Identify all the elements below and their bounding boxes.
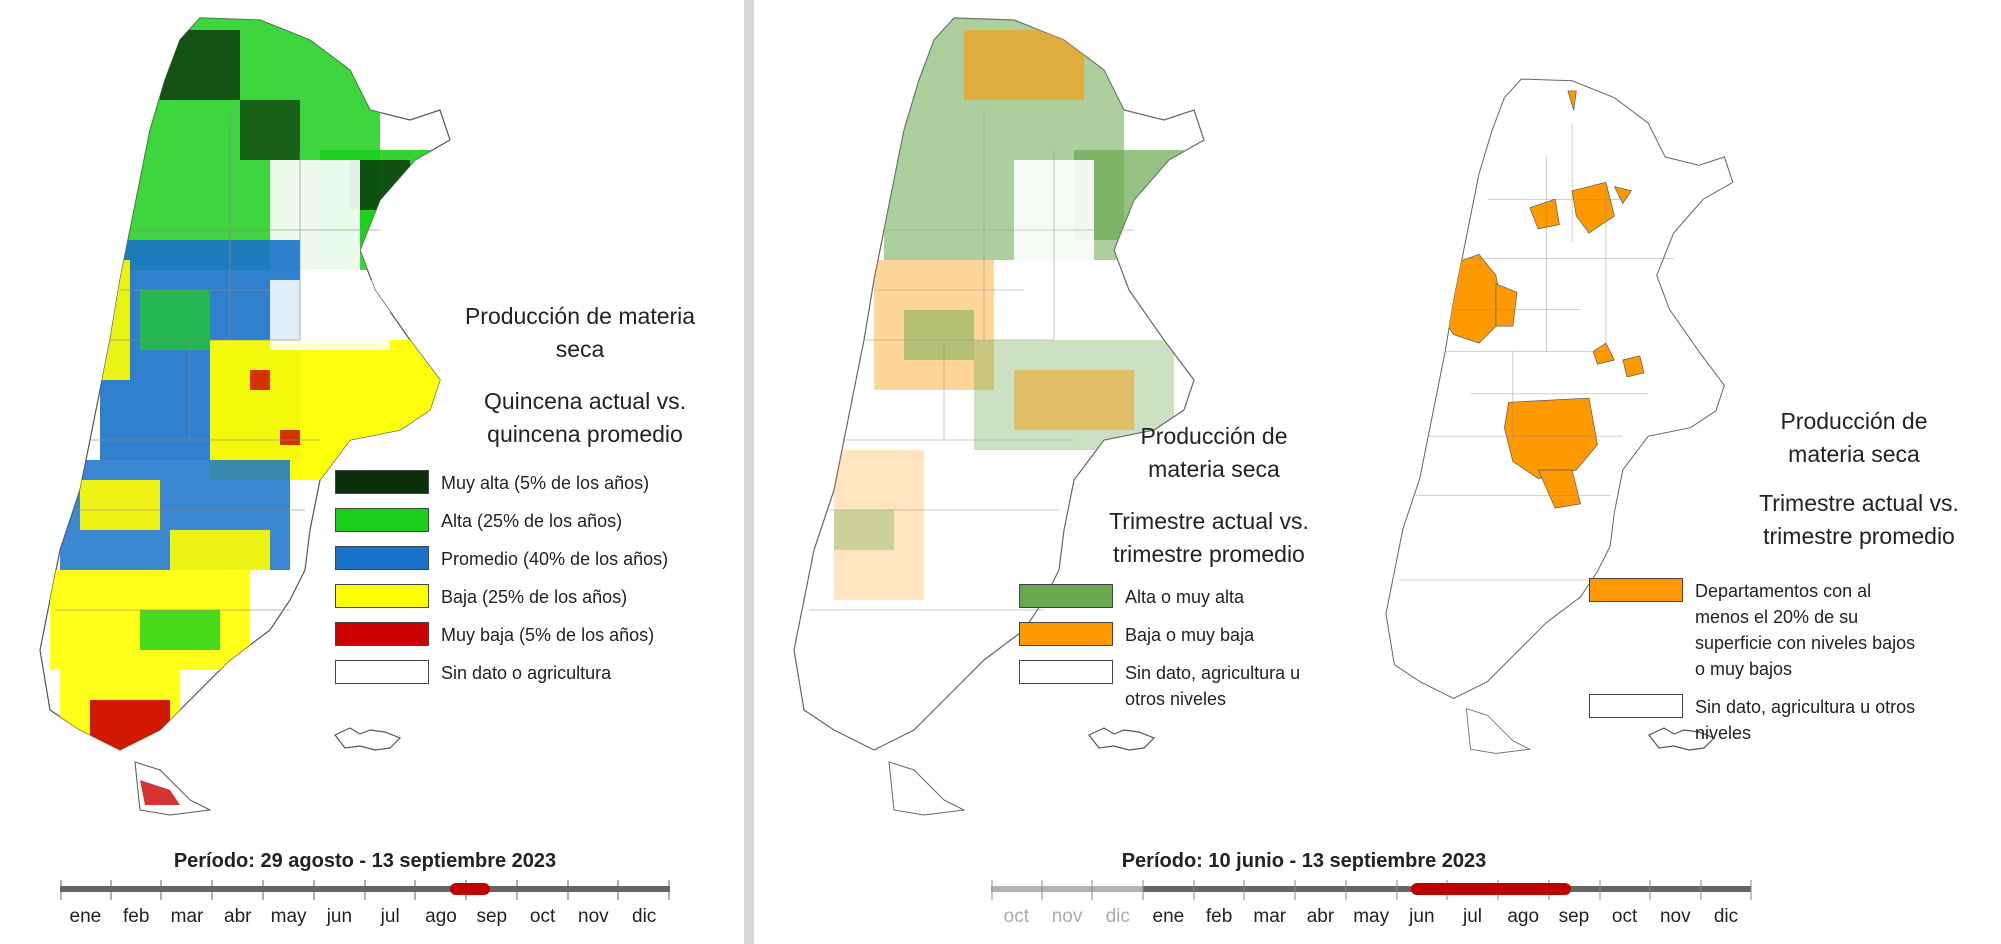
title-line-2: materia seca [1788,441,1920,467]
month-label: feb [122,906,150,927]
legend-swatch [1589,578,1683,602]
subtitle-line-1: Trimestre actual vs. [1109,508,1309,534]
month-label: jun [1409,906,1435,927]
title-line-1: Producción de [1780,408,1928,434]
legend-swatch [1589,694,1683,718]
legend-label: Departamentos con al menos el 20% de su … [1695,581,1916,679]
legend-swatch [1019,622,1113,646]
legend-swatch [1019,584,1113,608]
subtitle-line-1: Trimestre actual vs. [1759,490,1959,516]
month-label: abr [1306,906,1335,927]
subtitle-line-2: trimestre promedio [1763,523,1955,549]
map-title-right: Producción de materia seca [1734,405,1974,471]
legend-swatch [335,584,429,608]
legend-swatch [335,660,429,684]
month-label: oct [529,906,556,927]
legend-item: Sin dato o agricultura [335,660,695,686]
legend-item: Promedio (40% de los años) [335,546,695,572]
month-labels-right: oct nov dic ene feb mar abr may jun jul … [991,906,1752,928]
legend-item: Departamentos con al menos el 20% de su … [1589,578,1929,682]
map-subtitle-left: Quincena actual vs. quincena promedio [455,385,715,451]
left-panel: Producción de materia seca Quincena actu… [0,0,740,944]
legend-label: Muy alta (5% de los años) [441,473,650,493]
legend-item: Sin dato, agricultura u otros niveles [1589,694,1929,746]
timeline-right [991,880,1752,900]
legend-right: Departamentos con al menos el 20% de su … [1589,578,1929,758]
month-label: abr [224,906,252,927]
legend-item: Muy baja (5% de los años) [335,622,695,648]
month-label-prev: nov [1051,906,1083,927]
month-label: may [1353,906,1390,927]
title-line-2: seca [555,336,605,362]
subtitle-line-1: Quincena actual vs. [483,388,686,414]
map-subtitle-right: Trimestre actual vs. trimestre promedio [1739,487,1979,553]
legend-item: Muy alta (5% de los años) [335,470,695,496]
legend-item: Sin dato, agricultura u otros niveles [1019,660,1339,712]
timeline-period-marker [450,883,490,895]
right-panel: Producción de materia seca Trimestre act… [754,0,2001,944]
malvinas-islands [1648,727,1716,751]
legend-item: Baja (25% de los años) [335,584,695,610]
map-subtitle-middle: Trimestre actual vs. trimestre promedio [1089,505,1329,571]
month-label: dic [1713,906,1739,927]
month-label: nov [1659,906,1691,927]
legend-left: Muy alta (5% de los años) Alta (25% de l… [335,470,695,698]
legend-label: Sin dato, agricultura u otros niveles [1125,663,1301,709]
month-label: ene [69,906,102,927]
month-label-prev: dic [1105,906,1130,927]
legend-swatch [335,470,429,494]
legend-label: Sin dato o agricultura [441,663,612,683]
timeline-left [60,880,670,900]
panel-divider [744,0,754,944]
month-label: feb [1205,906,1233,927]
legend-label: Alta (25% de los años) [441,511,623,531]
month-label: ago [1507,906,1540,927]
period-label-left: Período: 29 agosto - 13 septiembre 2023 [173,850,557,872]
map-departamentos [1385,78,1734,754]
legend-label: Muy baja (5% de los años) [441,625,655,645]
legend-label: Alta o muy alta [1125,587,1245,607]
month-label: ene [1152,906,1185,927]
legend-swatch [335,622,429,646]
legend-swatch [1019,660,1113,684]
month-label: dic [632,906,657,927]
malvinas-islands [334,727,402,751]
month-label: jun [326,906,353,927]
legend-item: Alta o muy alta [1019,584,1339,610]
month-label: mar [170,906,204,927]
month-label-prev: oct [1003,906,1030,927]
map-quincena [39,17,451,816]
timeline-period-marker [1411,883,1571,895]
legend-label: Promedio (40% de los años) [441,549,669,569]
subtitle-line-2: quincena promedio [487,421,683,447]
month-label: nov [578,906,609,927]
month-label: may [270,906,307,927]
title-line-2: materia seca [1148,456,1280,482]
legend-swatch [335,508,429,532]
title-line-1: Producción de materia [464,303,696,329]
month-labels-left: ene feb mar abr may jun jul ago sep oct … [60,906,670,928]
legend-item: Alta (25% de los años) [335,508,695,534]
legend-label: Baja o muy baja [1125,625,1255,645]
month-label: ago [425,906,457,927]
legend-label: Sin dato, agricultura u otros niveles [1695,697,1916,743]
period-label-right: Período: 10 junio - 13 septiembre 2023 [1121,850,1487,872]
month-label: jul [380,906,400,927]
legend-middle: Alta o muy alta Baja o muy baja Sin dato… [1019,584,1339,724]
month-label: jul [1463,906,1483,927]
title-line-1: Producción de [1140,423,1288,449]
map-title-middle: Producción de materia seca [1094,420,1334,486]
malvinas-islands [1088,727,1156,751]
month-label: sep [476,906,508,927]
legend-label: Baja (25% de los años) [441,587,628,607]
legend-swatch [335,546,429,570]
map-title-left: Producción de materia seca [440,300,720,366]
legend-item: Baja o muy baja [1019,622,1339,648]
month-label: mar [1253,906,1287,927]
subtitle-line-2: trimestre promedio [1113,541,1305,567]
month-label: oct [1611,906,1638,927]
map-trimestre [793,17,1205,816]
month-label: sep [1558,906,1590,927]
